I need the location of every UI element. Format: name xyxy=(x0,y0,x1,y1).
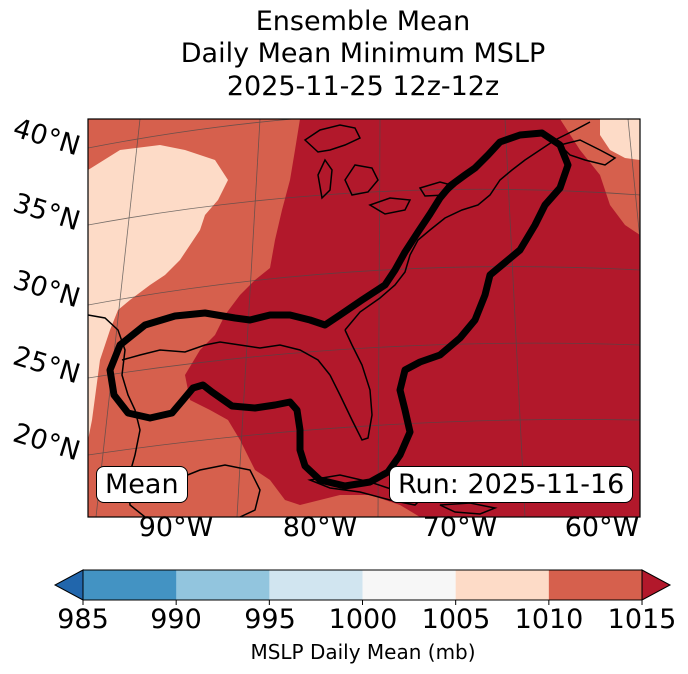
colorbar-tick-985: 985 xyxy=(57,604,109,635)
colorbar-extend-low xyxy=(53,569,84,601)
title-line-1: Ensemble Mean xyxy=(255,6,471,37)
colorbar-cell xyxy=(455,570,550,600)
map-frame xyxy=(87,118,641,518)
title-line-3: 2025-11-25 12z-12z xyxy=(226,71,500,102)
colorbar-tick-1015: 1015 xyxy=(607,604,677,635)
mean-label-box: Mean xyxy=(96,466,188,503)
shade-region-1005-1010-northeast xyxy=(600,119,640,160)
colorbar-tick-995: 995 xyxy=(244,604,296,635)
mslp-contour xyxy=(106,129,572,490)
colorbar-cell xyxy=(362,570,457,600)
lon-label-80w: 80°W xyxy=(282,512,358,543)
colorbar-tick-1005: 1005 xyxy=(421,604,491,635)
run-date-box: Run: 2025-11-16 xyxy=(389,466,634,503)
colorbar-label: MSLP Daily Mean (mb) xyxy=(250,640,476,664)
colorbar-cell xyxy=(83,570,177,600)
lon-label-60w: 60°W xyxy=(564,512,640,543)
lon-label-70w: 70°W xyxy=(422,512,498,543)
map-panel xyxy=(87,118,641,518)
title-line-2: Daily Mean Minimum MSLP xyxy=(180,38,546,69)
colorbar-tick-1010: 1010 xyxy=(514,604,584,635)
colorbar-tick-990: 990 xyxy=(150,604,202,635)
colorbar-cell xyxy=(269,570,364,600)
colorbar-cell xyxy=(176,570,270,600)
lon-label-90w: 90°W xyxy=(138,512,214,543)
colorbar-extend-high xyxy=(641,569,672,601)
colorbar-cell xyxy=(548,570,643,600)
colorbar-tick-1000: 1000 xyxy=(328,604,398,635)
